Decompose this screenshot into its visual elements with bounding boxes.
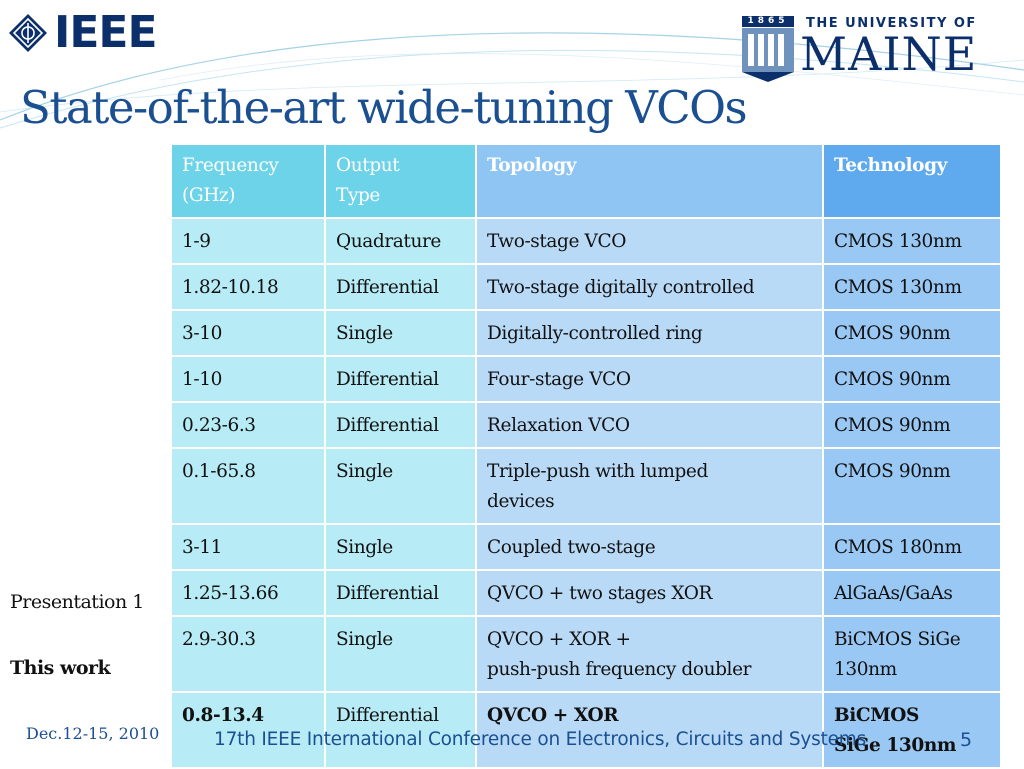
frequency-cell: 0.8-13.4 — [170, 691, 326, 769]
topology-cell: Two-stage digitally controlled — [475, 263, 824, 311]
university-name-line1: THE UNIVERSITY OF — [806, 16, 977, 31]
technology-cell: CMOS 90nm — [822, 447, 1002, 525]
table-row-this-work: 0.8-13.4 Differential QVCO + XOR BiCMOS … — [170, 691, 1002, 769]
university-of-maine-logo: 1865 THE UNIVERSITY OF MAINE — [740, 16, 995, 86]
topology-cell: QVCO + two stages XOR — [475, 569, 824, 617]
this-work-label: This work — [10, 657, 111, 679]
output-type-cell: Differential — [324, 355, 477, 403]
technology-cell: CMOS 130nm — [822, 263, 1002, 311]
university-founding-year: 1865 — [742, 16, 794, 27]
output-type-cell: Differential — [324, 263, 477, 311]
frequency-cell: 1.25-13.66 — [170, 569, 326, 617]
frequency-cell: 1-9 — [170, 217, 326, 265]
presentation-1-label: Presentation 1 — [10, 591, 144, 613]
technology-cell: CMOS 90nm — [822, 401, 1002, 449]
table-header-row: Frequency (GHz) Output Type Topology Tec… — [170, 143, 1002, 219]
table-row: 1.82-10.18 Differential Two-stage digita… — [170, 263, 1002, 311]
slide-title: State-of-the-art wide-tuning VCOs — [20, 81, 748, 134]
technology-cell: CMOS 90nm — [822, 309, 1002, 357]
ieee-wordmark: IEEE — [54, 7, 158, 58]
topology-cell: Four-stage VCO — [475, 355, 824, 403]
table-row: 1-10 Differential Four-stage VCO CMOS 90… — [170, 355, 1002, 403]
topology-cell: Digitally-controlled ring — [475, 309, 824, 357]
topology-cell: Coupled two-stage — [475, 523, 824, 571]
technology-cell: BiCMOS SiGe 130nm — [822, 615, 1002, 693]
frequency-cell: 0.23-6.3 — [170, 401, 326, 449]
output-type-cell: Single — [324, 447, 477, 525]
table-row: 3-11 Single Coupled two-stage CMOS 180nm — [170, 523, 1002, 571]
table-row: 3-10 Single Digitally-controlled ring CM… — [170, 309, 1002, 357]
header-output-type: Output Type — [324, 143, 477, 219]
ieee-logo: IEEE — [8, 7, 158, 58]
footer-date: Dec.12-15, 2010 — [26, 724, 160, 743]
technology-cell: AlGaAs/GaAs — [822, 569, 1002, 617]
header-frequency: Frequency (GHz) — [170, 143, 326, 219]
table-row: 1.25-13.66 Differential QVCO + two stage… — [170, 569, 1002, 617]
technology-cell: CMOS 180nm — [822, 523, 1002, 571]
frequency-cell: 3-10 — [170, 309, 326, 357]
vco-comparison-table: Frequency (GHz) Output Type Topology Tec… — [170, 143, 1002, 769]
university-name-line2: MAINE — [800, 27, 978, 81]
header-technology: Technology — [822, 143, 1002, 219]
topology-cell: Relaxation VCO — [475, 401, 824, 449]
topology-cell: QVCO + XOR — [475, 691, 824, 769]
table-row: 0.23-6.3 Differential Relaxation VCO CMO… — [170, 401, 1002, 449]
output-type-cell: Single — [324, 523, 477, 571]
table-row: 1-9 Quadrature Two-stage VCO CMOS 130nm — [170, 217, 1002, 265]
footer-page-number: 5 — [960, 729, 973, 751]
topology-cell: QVCO + XOR + push-push frequency doubler — [475, 615, 824, 693]
table-row-presentation-1: 2.9-30.3 Single QVCO + XOR + push-push f… — [170, 615, 1002, 693]
topology-cell: Two-stage VCO — [475, 217, 824, 265]
technology-cell: CMOS 90nm — [822, 355, 1002, 403]
output-type-cell: Single — [324, 615, 477, 693]
output-type-cell: Differential — [324, 691, 477, 769]
technology-cell: BiCMOS SiGe 130nm — [822, 691, 1002, 769]
output-type-cell: Single — [324, 309, 477, 357]
frequency-cell: 3-11 — [170, 523, 326, 571]
ieee-diamond-icon — [9, 14, 47, 52]
technology-cell: CMOS 130nm — [822, 217, 1002, 265]
output-type-cell: Quadrature — [324, 217, 477, 265]
header-topology: Topology — [475, 143, 824, 219]
frequency-cell: 1-10 — [170, 355, 326, 403]
frequency-cell: 0.1-65.8 — [170, 447, 326, 525]
footer-conference-name: 17th IEEE International Conference on El… — [214, 729, 867, 750]
topology-cell: Triple-push with lumped devices — [475, 447, 824, 525]
university-emblem-icon — [742, 28, 794, 82]
table-row: 0.1-65.8 Single Triple-push with lumped … — [170, 447, 1002, 525]
frequency-cell: 2.9-30.3 — [170, 615, 326, 693]
decorative-swoosh — [0, 32, 1024, 129]
frequency-cell: 1.82-10.18 — [170, 263, 326, 311]
output-type-cell: Differential — [324, 569, 477, 617]
output-type-cell: Differential — [324, 401, 477, 449]
